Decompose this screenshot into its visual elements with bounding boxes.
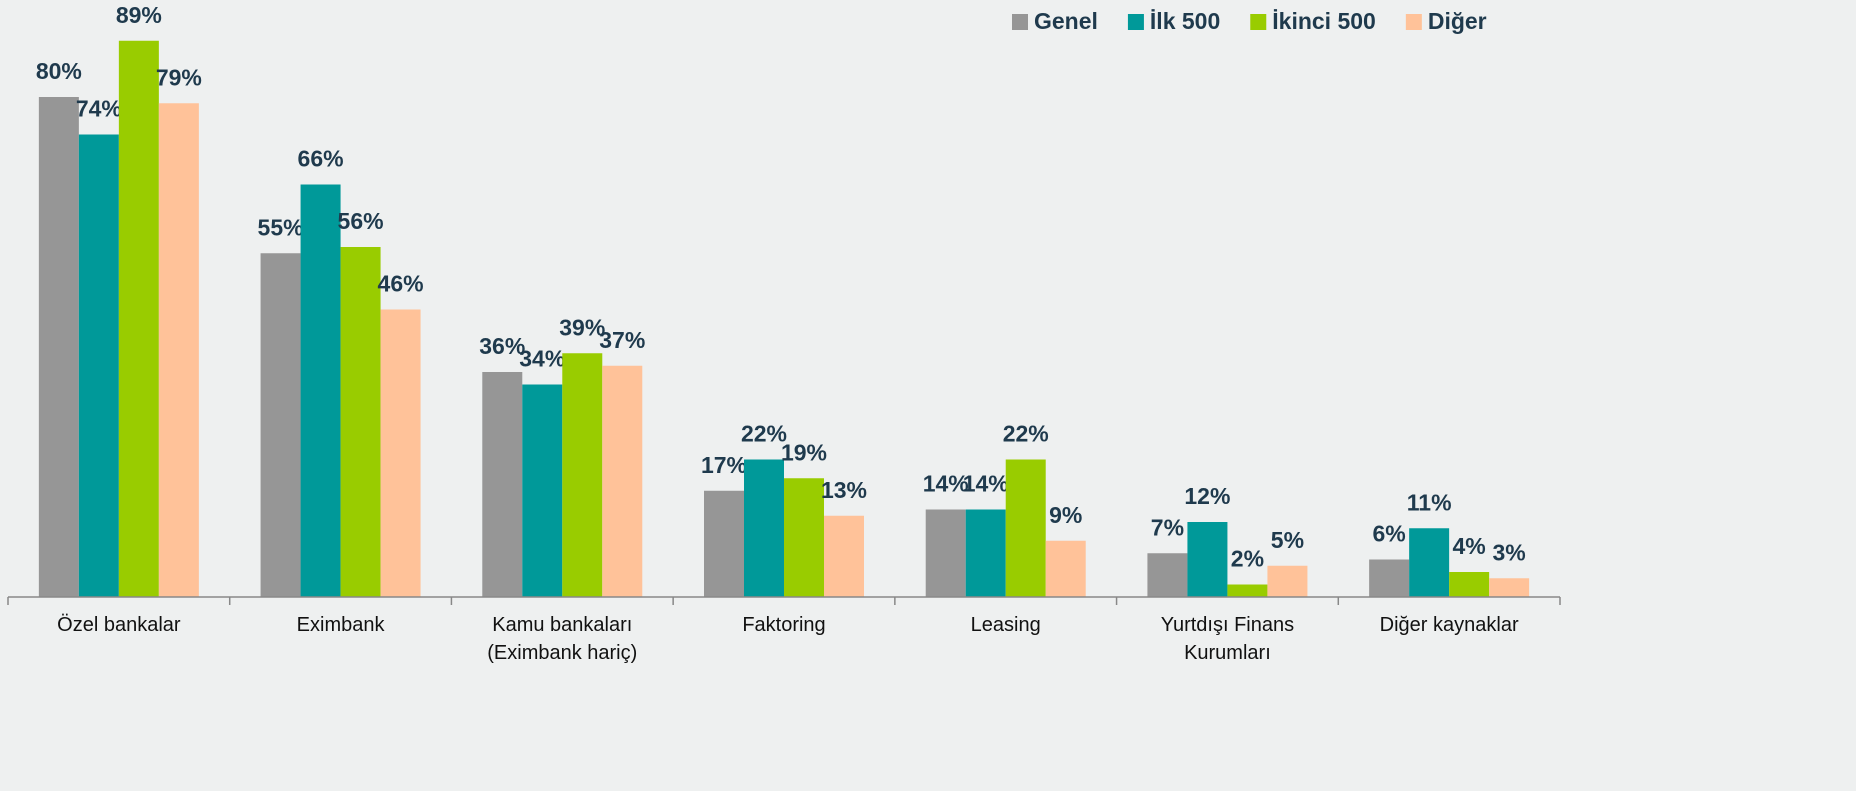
value-label: 80% xyxy=(36,58,82,84)
value-label: 89% xyxy=(116,2,162,28)
value-label: 12% xyxy=(1184,483,1230,509)
value-label: 9% xyxy=(1049,502,1082,528)
legend-label: Diğer xyxy=(1428,8,1487,34)
value-label: 56% xyxy=(338,208,384,234)
bar xyxy=(1045,540,1086,597)
x-tick-label: Diğer kaynaklar xyxy=(1379,614,1519,636)
value-label: 6% xyxy=(1373,521,1406,547)
bar xyxy=(1187,522,1228,597)
value-label: 13% xyxy=(821,477,867,503)
bar xyxy=(562,353,603,597)
bar xyxy=(965,509,1006,597)
value-label: 46% xyxy=(378,271,424,297)
bar xyxy=(1227,584,1268,597)
legend-label: Genel xyxy=(1034,8,1098,34)
bar xyxy=(340,247,381,597)
bar xyxy=(380,309,421,597)
bar xyxy=(704,490,744,597)
bar xyxy=(38,97,79,597)
value-label: 34% xyxy=(519,346,565,372)
value-label: 3% xyxy=(1493,539,1526,565)
value-label: 37% xyxy=(599,327,645,353)
value-label: 2% xyxy=(1231,546,1264,572)
value-label: 14% xyxy=(923,471,969,497)
x-tick-label: Faktoring xyxy=(742,614,826,636)
bar xyxy=(1449,572,1490,597)
bar xyxy=(925,509,966,597)
legend-swatch xyxy=(1405,14,1422,30)
bar xyxy=(1489,578,1530,597)
bar xyxy=(118,40,159,597)
bar xyxy=(1147,553,1188,597)
value-label: 4% xyxy=(1453,533,1486,559)
value-label: 55% xyxy=(258,214,304,240)
value-label: 22% xyxy=(1003,421,1049,447)
x-tick-label: Yurtdışı Finans Kurumları xyxy=(1160,614,1295,664)
bar xyxy=(824,515,864,597)
value-label: 66% xyxy=(298,146,344,172)
value-label: 39% xyxy=(559,314,605,340)
bar xyxy=(482,372,523,597)
value-label: 17% xyxy=(701,452,747,478)
bar xyxy=(522,384,563,597)
value-label: 7% xyxy=(1151,514,1184,540)
legend-label: İlk 500 xyxy=(1150,8,1220,34)
value-label: 79% xyxy=(156,64,202,90)
legend-swatch xyxy=(1250,14,1267,30)
legend-swatch xyxy=(1012,14,1028,30)
bar xyxy=(260,253,301,597)
bar xyxy=(1005,459,1046,597)
bar xyxy=(1267,565,1308,597)
x-tick-label: Kamu bankaları (Eximbank hariç) xyxy=(487,614,638,664)
x-tick-label: Özel bankalar xyxy=(57,614,181,636)
value-label: 11% xyxy=(1407,489,1452,515)
legend-label: İkinci 500 xyxy=(1272,8,1376,34)
bar xyxy=(602,365,643,597)
x-tick-label: Eximbank xyxy=(296,614,385,636)
legend-swatch xyxy=(1127,14,1144,30)
bar xyxy=(300,184,341,597)
bar xyxy=(158,103,199,597)
value-label: 14% xyxy=(963,471,1009,497)
value-label: 19% xyxy=(781,439,827,465)
bar xyxy=(78,134,119,597)
value-label: 5% xyxy=(1271,527,1304,553)
value-label: 22% xyxy=(741,421,787,447)
x-tick-label: Leasing xyxy=(970,614,1041,636)
value-label: 74% xyxy=(76,96,122,122)
bar xyxy=(1409,528,1450,597)
bar xyxy=(744,459,784,597)
bar xyxy=(784,478,824,597)
value-label: 36% xyxy=(479,333,525,359)
bar xyxy=(1369,559,1410,597)
